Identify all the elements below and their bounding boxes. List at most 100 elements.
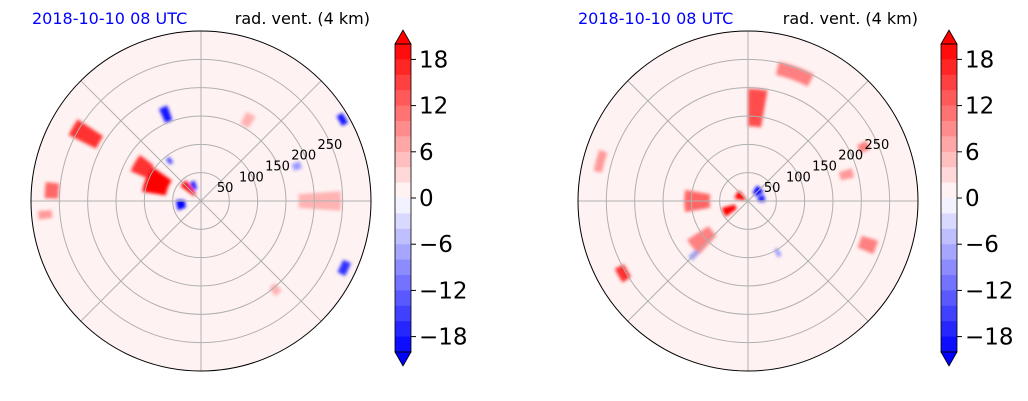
panel-left: 2018-10-10 08 UTC rad. vent. (4 km) 50 10…	[30, 9, 468, 372]
panel-left-title-variable: rad. vent. (4 km)	[235, 9, 370, 28]
panel-right-colorbar-band	[941, 44, 957, 60]
panel-left-grid-spoke	[80, 80, 202, 202]
panel-right-colorbar: 18 12 6 0 −18 −12 −6	[940, 29, 1014, 367]
panel-right-colorbar-band	[941, 228, 957, 245]
panel-left-colorbar-band	[395, 136, 411, 153]
panel-left-colorbar-tick-label: 18	[419, 47, 448, 73]
panel-left-colorbar-tick-label: 0	[419, 186, 434, 212]
panel-left-colorbar-band	[395, 336, 411, 353]
panel-left-field-feature	[189, 180, 198, 191]
panel-right-field-feature	[593, 149, 608, 173]
panel-left-colorbar-band	[395, 275, 411, 291]
panel-left-colorbar-band	[395, 259, 411, 276]
panel-left-radial-tick-label: 250	[317, 138, 342, 153]
panel-left-colorbar-band	[395, 105, 411, 122]
panel-right-colorbar-band	[941, 290, 957, 307]
panel-right-colorbar-band	[941, 305, 957, 322]
panel-left-colorbar-band	[395, 182, 411, 199]
panel-right-grid-spoke	[627, 200, 749, 322]
panel-right-colorbar-band	[941, 121, 957, 137]
panel-right-colorbar-extend-min	[940, 351, 958, 367]
panel-left-colorbar-tick-label: 6	[419, 140, 434, 166]
panel-right-field-feature	[757, 194, 765, 202]
panel-left-colorbar-band	[395, 305, 411, 322]
panel-left-field-feature	[159, 105, 173, 123]
panel-right-colorbar-tick-label: −18	[965, 325, 1014, 351]
panel-left-radial-tick-label: 150	[265, 159, 290, 174]
panel-right-polar-frame	[577, 30, 919, 372]
panel-left-colorbar-band	[395, 321, 411, 338]
panel-right-field-feature	[734, 190, 746, 201]
panel-right-grid-spoke	[747, 200, 869, 322]
panel-right-colorbar-tick-label: 12	[965, 94, 994, 120]
panel-left-colorbar-tick-label: 12	[419, 94, 448, 120]
panel-right-colorbar-tick-label: 18	[965, 47, 994, 73]
panel-left-colorbar-band	[395, 59, 411, 76]
panel-right-colorbar-band	[941, 275, 957, 291]
panel-left-field-feature	[336, 112, 349, 126]
panel-right-radial-tick-label: 50	[764, 181, 781, 196]
panel-right-field-feature	[857, 140, 871, 154]
panel-right-colorbar-band	[941, 336, 957, 353]
panel-left-radial-tick-label: 200	[291, 149, 316, 164]
panel-right-colorbar-tick-label: −6	[965, 232, 999, 258]
panel-right-colorbar-band	[941, 182, 957, 199]
panel-left-field-layer	[38, 105, 351, 297]
panel-left-grid	[31, 31, 371, 371]
panel-right-colorbar-band	[941, 136, 957, 153]
panel-right: 2018-10-10 08 UTC rad. vent. (4 km) 50 10…	[577, 9, 1014, 372]
panel-left-radial-tick-label: 50	[217, 181, 234, 196]
panel-left-colorbar-band	[395, 213, 411, 230]
panel-right-grid	[578, 31, 918, 371]
panel-left-field-feature	[68, 119, 104, 149]
panel-right-field-feature	[721, 204, 737, 217]
panel-left-colorbar-tick-label: −12	[419, 278, 468, 304]
panel-left-field-feature	[130, 154, 154, 178]
panel-left-field-feature	[38, 210, 53, 220]
panel-right-title-date: 2018-10-10 08 UTC	[578, 9, 733, 28]
panel-right-radial-tick-label: 150	[812, 159, 837, 174]
panel-right-colorbar-band	[941, 151, 957, 168]
panel-right-colorbar-extend-max	[940, 29, 958, 45]
panel-left-colorbar-tick-label: −18	[419, 325, 468, 351]
panel-left-colorbar: 18 12 6 0 −18 −12 −6	[394, 29, 468, 367]
panel-left-field-feature	[176, 199, 187, 211]
panel-left-colorbar-band	[395, 44, 411, 60]
panel-left-colorbar-band	[395, 151, 411, 168]
panel-left-field-feature	[165, 156, 174, 165]
panel-right-colorbar-band	[941, 105, 957, 122]
panel-right-colorbar-band	[941, 90, 957, 107]
panel-right-colorbar-band	[941, 198, 957, 214]
panel-right-field-feature	[687, 226, 717, 255]
panel-left-field-feature	[269, 283, 282, 297]
panel-right-colorbar-band	[941, 59, 957, 76]
panel-right-colorbar-band	[941, 74, 957, 91]
panel-left-colorbar-band	[395, 167, 411, 184]
panel-right-radial-tick-label: 200	[838, 149, 863, 164]
panel-left-colorbar-tick-label: −6	[419, 232, 453, 258]
panel-right-radial-tick-label: 100	[786, 170, 811, 185]
panel-left-colorbar-extend-min	[394, 351, 412, 367]
panel-right-grid-spoke	[627, 80, 749, 202]
panel-left-colorbar-band	[395, 121, 411, 137]
panel-right-field-feature	[775, 61, 814, 87]
panel-right-colorbar-band	[941, 213, 957, 230]
panel-left-grid-spoke	[200, 80, 322, 202]
panel-left-colorbar-band	[395, 198, 411, 214]
panel-left-colorbar-band	[395, 244, 411, 261]
panel-right-field-feature	[614, 264, 632, 283]
panel-right-title-variable: rad. vent. (4 km)	[783, 9, 918, 28]
panel-left-colorbar-band	[395, 228, 411, 245]
panel-right-colorbar-tick-label: 0	[965, 186, 980, 212]
panel-left-field-feature	[44, 181, 60, 199]
panel-left-title-date: 2018-10-10 08 UTC	[32, 9, 187, 28]
panel-left-polar-frame	[30, 30, 372, 372]
panel-left-colorbar-band	[395, 74, 411, 91]
panel-right-colorbar-band	[941, 259, 957, 276]
panel-right-colorbar-tick-label: 6	[965, 140, 980, 166]
panel-left-field-feature	[142, 166, 172, 196]
panel-right-grid-spoke	[747, 80, 869, 202]
